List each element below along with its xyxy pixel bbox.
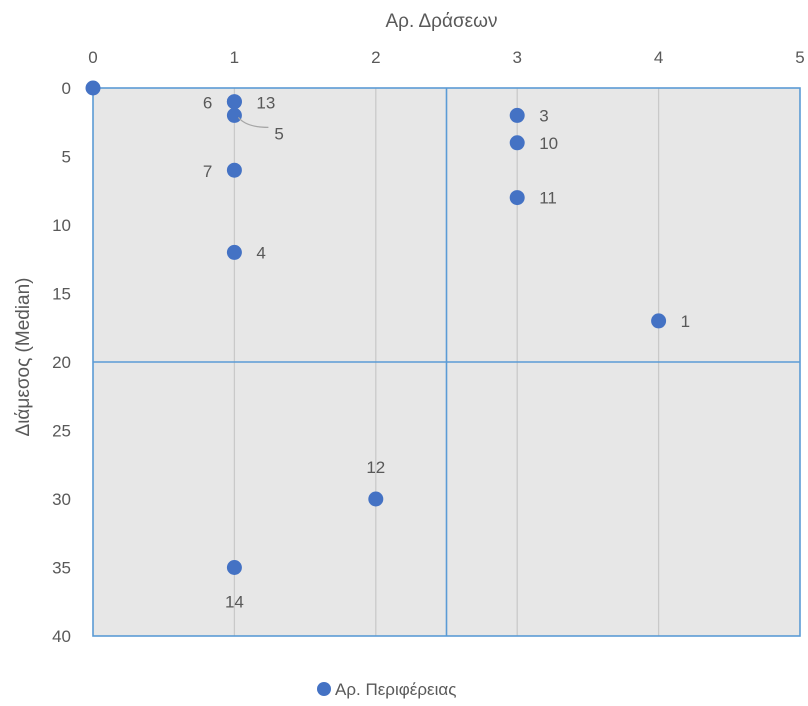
data-label: 3 xyxy=(539,106,548,125)
data-point xyxy=(509,190,525,206)
y-axis-title: Διάμεσος (Median) xyxy=(13,277,34,436)
x-axis-title: Αρ. Δράσεων xyxy=(385,11,497,32)
data-label: 10 xyxy=(539,134,558,153)
y-tick-label: 40 xyxy=(52,627,71,646)
leader-line xyxy=(237,117,269,128)
x-tick-label: 0 xyxy=(88,48,97,67)
legend-label: Αρ. Περιφέρειας xyxy=(335,680,456,699)
data-point xyxy=(226,107,242,123)
y-tick-label: 5 xyxy=(62,148,71,167)
y-tick-label: 20 xyxy=(52,353,71,372)
data-point xyxy=(226,94,242,110)
data-label: 4 xyxy=(256,243,265,262)
data-point xyxy=(226,244,242,260)
data-point xyxy=(226,560,242,575)
data-point xyxy=(368,491,384,507)
y-tick-label: 30 xyxy=(52,490,71,509)
data-label: 13 xyxy=(256,94,275,113)
x-tick-label: 1 xyxy=(230,48,239,67)
data-label: 5 xyxy=(274,124,283,143)
y-tick-label: 35 xyxy=(52,559,71,578)
data-point xyxy=(651,313,667,329)
x-tick-label: 4 xyxy=(654,48,663,67)
data-label: 14 xyxy=(225,593,244,612)
data-points xyxy=(85,80,667,575)
data-point xyxy=(226,162,242,178)
x-tick-label: 3 xyxy=(512,48,521,67)
data-label: 7 xyxy=(203,162,212,181)
x-tick-label: 5 xyxy=(795,48,804,67)
y-tick-label: 25 xyxy=(52,422,71,441)
data-label: 11 xyxy=(539,189,557,208)
data-label: 6 xyxy=(203,94,212,113)
quadrant-lines xyxy=(93,88,800,636)
y-tick-label: 0 xyxy=(62,79,71,98)
y-tick-label: 15 xyxy=(52,285,71,304)
data-point xyxy=(85,80,101,96)
data-label: 12 xyxy=(366,458,385,477)
data-label: 1 xyxy=(681,312,690,331)
legend-marker xyxy=(317,682,331,696)
legend: Αρ. Περιφέρειας xyxy=(317,680,456,699)
x-tick-label: 2 xyxy=(371,48,380,67)
data-point xyxy=(509,107,525,123)
y-tick-label: 10 xyxy=(52,216,71,235)
data-point xyxy=(509,135,525,151)
plot-border xyxy=(92,87,801,637)
